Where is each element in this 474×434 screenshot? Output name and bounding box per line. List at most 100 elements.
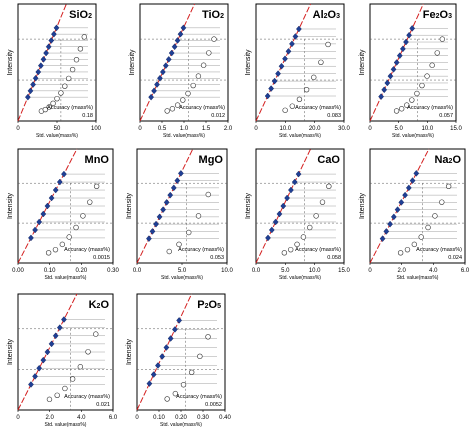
standard-point [268,85,274,92]
regression-line [136,293,193,411]
standard-point [409,25,416,32]
standard-point [28,234,34,242]
standard-point [180,24,187,32]
accuracy-label: Accuracy (mass%) [179,105,225,111]
x-axis-label: Std. value(mass%) [163,133,205,139]
standard-point [394,206,401,213]
x-tick-label: 15.0 [450,126,462,132]
sample-point [445,183,452,190]
standard-point [282,55,288,63]
sample-point [197,353,203,360]
sample-point [66,234,72,240]
standard-point [40,356,47,364]
y-axis-label: Intensity [245,192,252,219]
standard-point [398,199,405,206]
x-tick-label: 1.0 [180,126,189,132]
title-text: Fe [423,9,436,21]
standard-point [393,59,400,66]
x-axis-label: Std. value(mass%) [160,422,202,428]
standard-point [27,87,34,95]
title-text: O [440,9,449,21]
accuracy-label: Accuracy (mass%) [178,247,224,253]
sample-point [205,191,211,198]
x-tick-label: 4.0 [77,415,86,421]
y-axis-label: Intensity [129,49,136,76]
standard-point [160,68,166,76]
x-tick-label: 0.0 [252,268,261,274]
standard-point [28,381,34,388]
sample-point [325,41,331,48]
chart-al2o3: Al2O3 Accuracy (mass%) 0.083 0 10.0 20.0 30.0 S… [245,3,350,139]
sample-point [166,248,172,255]
x-axis-label: Std. value(mass%) [397,275,439,281]
x-tick-label: 0 [368,126,372,132]
x-tick-label: 0.20 [175,415,187,421]
x-axis-label: Std. value(mass%) [392,133,434,139]
standard-point [167,335,174,342]
sample-point [432,213,438,219]
sample-point [404,102,410,108]
title-text: O [209,299,218,311]
sample-point [311,74,317,81]
accuracy-value: 0.0052 [205,402,222,408]
standard-point [409,177,416,184]
sample-point [404,246,411,253]
x-axis-label: Std. value(mass%) [45,422,87,428]
sample-point [176,241,182,248]
x-tick-label: 0.30 [107,268,119,274]
sample-point [46,104,52,110]
standard-point [32,226,38,234]
standard-point [390,213,397,221]
x-tick-label: 1.5 [202,126,211,132]
sample-point [52,246,59,253]
sample-point [69,376,76,382]
x-axis-label: Std. value(mass%) [45,275,87,281]
accuracy-label: Accuracy (mass%) [64,247,110,253]
x-tick-label: 6.0 [109,415,118,421]
standard-point [48,340,55,348]
standard-point [24,93,31,101]
sample-point [303,87,310,93]
standard-point [146,235,152,242]
sample-point [46,396,53,403]
regression-line [255,148,312,264]
sample-point [62,385,68,392]
chart-tio2: TiO2 Accuracy (mass%) 0.012 0 0.5 1.0 1.5 2.0 St… [129,3,233,139]
chart-mno: MnO Accuracy (mass%) 0.0015 0.00 0.10 0.20 0.3… [7,148,119,281]
standard-point [289,40,295,48]
chart-title: MgO [199,154,224,166]
title-subscript: 2 [205,303,209,310]
standard-point [171,43,178,51]
y-axis-label: Intensity [7,338,14,365]
sample-point [186,229,192,236]
chart-title: Al2O3 [313,9,340,21]
standard-point [276,210,283,218]
accuracy-value: 0.058 [327,255,341,261]
x-tick-label: 0.10 [153,415,165,421]
x-tick-label: 5.0 [394,126,403,132]
accuracy-label: Accuracy (mass%) [295,105,341,111]
standard-point [151,87,157,95]
standard-point [387,72,394,80]
sample-point [185,90,191,97]
title-text: O [452,154,461,166]
sample-point [326,183,332,190]
x-tick-label: 100 [91,126,102,132]
sample-point [45,250,52,256]
sample-point [313,213,319,219]
standard-point [381,86,388,94]
y-axis-label: Intensity [359,192,366,219]
standard-point [403,38,409,46]
sample-point [288,246,294,253]
standard-point [174,177,181,184]
accuracy-label: Accuracy (mass%) [47,105,93,111]
accuracy-value: 0.024 [448,255,462,261]
standard-point [291,178,298,186]
regression-line [17,3,67,122]
sample-point [164,396,170,402]
x-axis-label: Std. value(mass%) [279,133,321,139]
standard-point [44,202,51,210]
standard-point [405,184,412,192]
standard-point [288,186,294,194]
sample-point [180,97,186,103]
